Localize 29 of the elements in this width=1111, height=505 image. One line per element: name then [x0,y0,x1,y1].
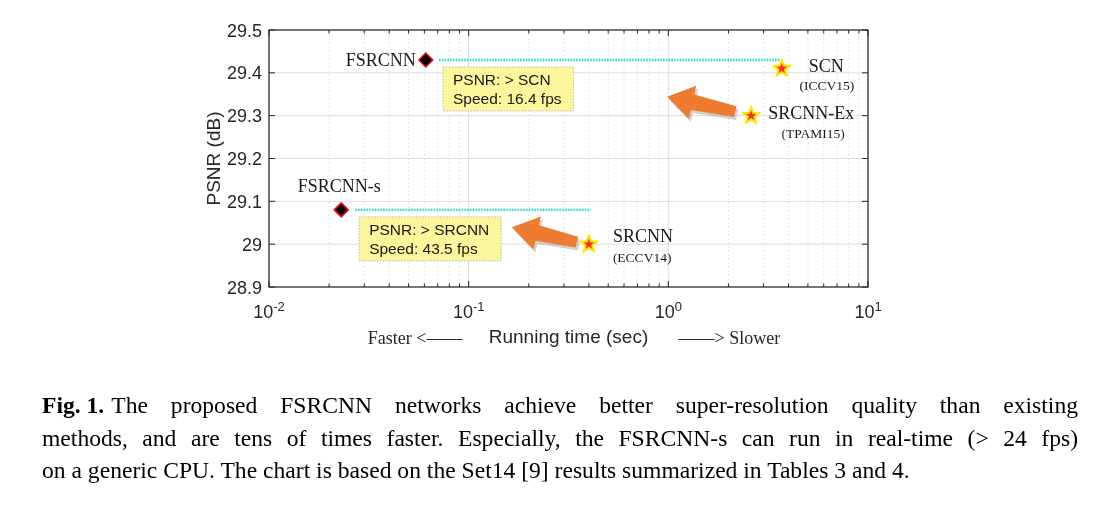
x-tick-label: 10$^{1}$ [854,298,882,322]
annotation: PSNR: > SCN Speed: 16.4 fps [452,70,562,107]
text: The proposed FSRCNN networks achieve better super-resolution quality than existing [111,392,1079,418]
series-label: FSRCNN [345,49,416,70]
y-tick-label: 29.1 [226,191,262,212]
y-tick-label: 29 [241,234,262,255]
annotation: (ECCV14) [612,250,672,266]
text: on a generic CPU. The chart is based on the Set14 [9] results summarized in Tables 3 and 4. [42,457,910,483]
y-tick-label: 28.9 [226,277,262,298]
series-label: SRCNN [612,226,673,247]
series-label: FSRCNN-s [297,175,381,196]
text: Faster <—— [367,328,464,348]
annotation: (TPAMI15) [781,125,845,141]
series-label: SRCNN-Ex [768,102,855,123]
x-tick-label: 10$^{-1}$ [452,298,485,322]
text: methods, and are tens of times faster. Especially, the FSRCNN-s can run in real-time (> 24 fps) [42,425,1078,451]
y-tick-label: 29.4 [226,63,262,84]
y-tick-label: 29.2 [226,149,262,169]
x-tick-label: 10$^{0}$ [654,298,682,322]
series-label: SCN [808,55,844,76]
y-axis-title: PSNR (dB) [203,111,224,206]
text: ——> Slower [677,328,781,348]
x-axis-title: Running time (sec) [488,326,649,347]
annotation: (ICCV15) [799,77,855,93]
y-tick-label: 29.5 [226,20,262,41]
x-tick-label: 10$^{-2}$ [253,298,285,322]
annotation: PSNR: > SRCNN Speed: 43.5 fps [369,220,490,257]
y-tick-label: 29.3 [226,106,262,127]
caption: Fig. 1. [42,392,105,418]
